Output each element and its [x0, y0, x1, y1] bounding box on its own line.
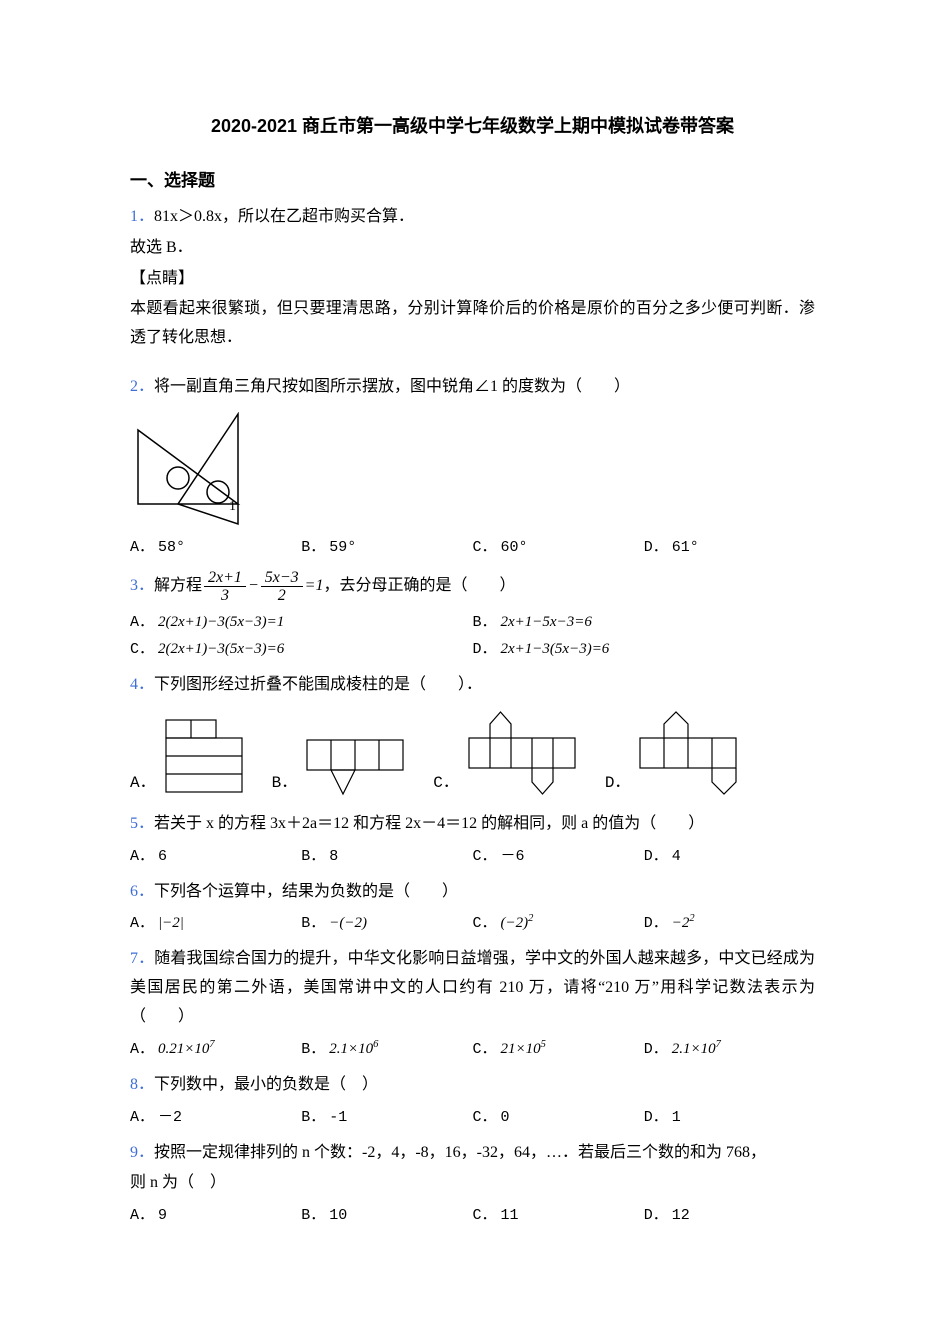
- q8-number: 8．: [130, 1076, 154, 1093]
- q8-stem: 8．下列数中，最小的负数是（ ）: [130, 1071, 815, 1100]
- q2-figure: 1: [130, 412, 280, 530]
- q5-opt-d: D．4: [644, 843, 815, 870]
- q2-opt-c: C．60°: [473, 534, 644, 561]
- q9-stem-2: 则 n 为（ ）: [130, 1169, 815, 1198]
- q3-stem: 3． 解方程 2x+13 − 5x−32 =1 ，去分母正确的是（ ）: [130, 569, 815, 605]
- q2-opt-d: D．61°: [644, 534, 815, 561]
- q4-opt-a: A．: [130, 718, 244, 798]
- q3-opt-c: C．2(2x+1)−3(5x−3)=6: [130, 636, 473, 663]
- q6-number: 6．: [130, 883, 154, 900]
- q6-opt-d: D．−22: [644, 910, 815, 937]
- q3-opt-a: A．2(2x+1)−3(5x−3)=1: [130, 609, 473, 636]
- q7-number: 7．: [130, 950, 154, 967]
- q5-opt-b: B．8: [301, 843, 472, 870]
- q9-stem-1: 9．按照一定规律排列的 n 个数：-2，4，-8，16，-32，64，…．若最后…: [130, 1139, 815, 1168]
- q4-opt-c: C．: [433, 708, 577, 798]
- q7-opt-b: B．2.1×106: [301, 1036, 472, 1063]
- q4-opt-b: B．: [272, 722, 406, 798]
- q7-opt-c: C．21×105: [473, 1036, 644, 1063]
- q1-dianjing-label: 【点睛】: [130, 265, 815, 294]
- q7-opt-a: A．0.21×107: [130, 1036, 301, 1063]
- q1-dianjing-text: 本题看起来很繁琐，但只要理清思路，分别计算降价后的价格是原价的百分之多少便可判断…: [130, 295, 815, 353]
- q9-options: A．9 B．10 C．11 D．12: [130, 1202, 815, 1229]
- q5-opt-c: C．－6: [473, 843, 644, 870]
- q4-figures: A． B． C．: [130, 708, 815, 798]
- q1-answer: 故选 B．: [130, 234, 815, 263]
- q6-options: A．|−2| B．−(−2) C．(−2)2 D．−22: [130, 910, 815, 937]
- q3-frac2: 5x−32: [261, 569, 303, 605]
- q5-number: 5．: [130, 815, 154, 832]
- q2-stem: 2．将一副直角三角尺按如图所示摆放，图中锐角∠1 的度数为（ ）: [130, 373, 815, 402]
- q1-line1: 1．81x＞0.8x，所以在乙超市购买合算．: [130, 203, 815, 232]
- q5-options: A．6 B．8 C．－6 D．4: [130, 843, 815, 870]
- q4-opt-d: D．: [605, 708, 739, 798]
- q3-options: A．2(2x+1)−3(5x−3)=1 B．2x+1−5x−3=6 C．2(2x…: [130, 609, 815, 663]
- q6-opt-c: C．(−2)2: [473, 910, 644, 937]
- exam-title: 2020-2021 商丘市第一高级中学七年级数学上期中模拟试卷带答案: [130, 110, 815, 142]
- q2-options: A．58° B．59° C．60° D．61°: [130, 534, 815, 561]
- q6-stem: 6．下列各个运算中，结果为负数的是（ ）: [130, 878, 815, 907]
- q9-opt-c: C．11: [473, 1202, 644, 1229]
- q7-options: A．0.21×107 B．2.1×106 C．21×105 D．2.1×107: [130, 1036, 815, 1063]
- q4-number: 4．: [130, 676, 154, 693]
- q8-opt-b: B．-1: [301, 1104, 472, 1131]
- q8-opt-d: D．1: [644, 1104, 815, 1131]
- q8-opt-c: C．0: [473, 1104, 644, 1131]
- q6-opt-b: B．−(−2): [301, 910, 472, 937]
- q2-number: 2．: [130, 378, 154, 395]
- q3-frac1: 2x+13: [204, 569, 246, 605]
- q5-opt-a: A．6: [130, 843, 301, 870]
- q7-opt-d: D．2.1×107: [644, 1036, 815, 1063]
- q3-opt-d: D．2x+1−3(5x−3)=6: [473, 636, 816, 663]
- q9-opt-b: B．10: [301, 1202, 472, 1229]
- section-1-heading: 一、选择题: [130, 166, 815, 197]
- q3-opt-b: B．2x+1−5x−3=6: [473, 609, 816, 636]
- q9-opt-a: A．9: [130, 1202, 301, 1229]
- q8-options: A．－2 B．-1 C．0 D．1: [130, 1104, 815, 1131]
- q5-stem: 5．若关于 x 的方程 3x＋2a＝12 和方程 2x－4＝12 的解相同，则 …: [130, 810, 815, 839]
- q9-opt-d: D．12: [644, 1202, 815, 1229]
- q8-opt-a: A．－2: [130, 1104, 301, 1131]
- q9-number: 9．: [130, 1144, 154, 1161]
- q2-opt-b: B．59°: [301, 534, 472, 561]
- q6-opt-a: A．|−2|: [130, 910, 301, 937]
- q1-number: 1．: [130, 208, 154, 225]
- q2-opt-a: A．58°: [130, 534, 301, 561]
- q4-stem: 4．下列图形经过折叠不能围成棱柱的是（ ）．: [130, 671, 815, 700]
- q7-stem: 7．随着我国综合国力的提升，中华文化影响日益增强，学中文的外国人越来越多，中文已…: [130, 945, 815, 1031]
- angle-1-label: 1: [229, 499, 236, 514]
- q3-number: 3．: [130, 572, 154, 601]
